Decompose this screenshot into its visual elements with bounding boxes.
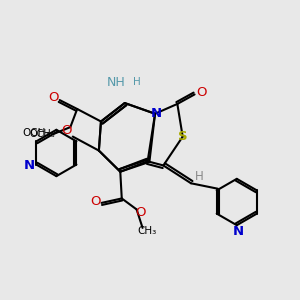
Text: OCH₃: OCH₃: [23, 128, 50, 138]
Text: S: S: [178, 130, 188, 142]
Text: OCH₃: OCH₃: [29, 129, 55, 139]
Text: methoxy: methoxy: [51, 132, 57, 134]
Text: O: O: [135, 206, 146, 219]
Text: N: N: [151, 106, 162, 120]
Text: H: H: [133, 77, 140, 87]
Text: N: N: [233, 225, 244, 238]
Text: O: O: [61, 124, 72, 137]
Text: CH₃: CH₃: [137, 226, 157, 236]
Text: N: N: [23, 159, 34, 172]
Text: O: O: [48, 91, 58, 103]
Text: O: O: [90, 195, 100, 208]
Text: H: H: [195, 170, 204, 183]
Text: NH: NH: [106, 76, 125, 89]
Text: O: O: [196, 86, 206, 99]
